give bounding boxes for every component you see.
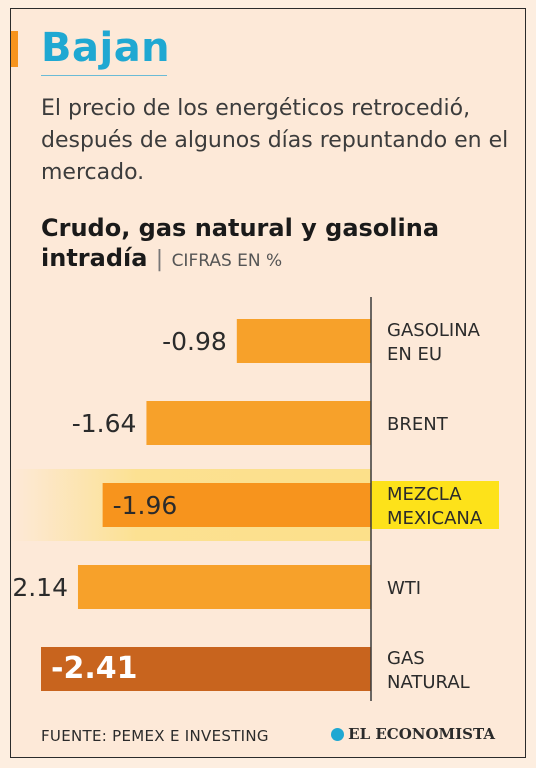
source-note: FUENTE: PEMEX E INVESTING — [41, 727, 269, 745]
value-label: -0.98 — [162, 327, 227, 356]
category-label: MEXICANA — [387, 508, 483, 529]
bar-brent — [146, 401, 371, 445]
value-label: -1.64 — [72, 409, 137, 438]
chart-title-line2: intradía — [41, 244, 148, 272]
category-label: BRENT — [387, 414, 449, 435]
brand-logo: EL ECONOMISTA — [331, 725, 495, 743]
bar-wti — [77, 565, 372, 609]
category-label: NATURAL — [387, 672, 470, 693]
category-label: MEZCLA — [387, 484, 462, 505]
brand-name: EL ECONOMISTA — [348, 725, 495, 743]
subtitle: El precio de los energéticos retrocedió,… — [41, 96, 509, 185]
category-label: EN EU — [387, 344, 442, 365]
value-label: -2.41 — [51, 651, 137, 686]
bar-gasolina-en eu — [236, 319, 371, 363]
chart-title-line1: Crudo, gas natural y gasolina — [41, 214, 440, 242]
brand-globe-icon — [331, 727, 345, 741]
chart-units: CIFRAS EN % — [171, 251, 283, 271]
infographic-card: Bajan El precio de los energéticos retro… — [10, 8, 526, 758]
bar-gas-natural — [41, 647, 371, 691]
value-label: -2.14 — [11, 573, 68, 602]
category-label: WTI — [387, 578, 421, 599]
chart-title: Crudo, gas natural y gasolina intradía |… — [41, 213, 511, 276]
category-label: GASOLINA — [387, 320, 481, 341]
bar-mezcla-mexicana — [102, 483, 371, 527]
value-label: -1.96 — [113, 491, 178, 520]
headline-underline — [41, 75, 167, 76]
highlight-label-band — [371, 481, 499, 529]
headline: Bajan — [41, 25, 171, 71]
title-separator: | — [155, 247, 164, 272]
headline-accent-bar — [11, 31, 18, 67]
category-label: GAS — [387, 648, 425, 669]
bar-chart: -0.98 GASOLINA EN EU -1.64 BRENT -1.96 MEZCLA M… — [11, 297, 499, 701]
